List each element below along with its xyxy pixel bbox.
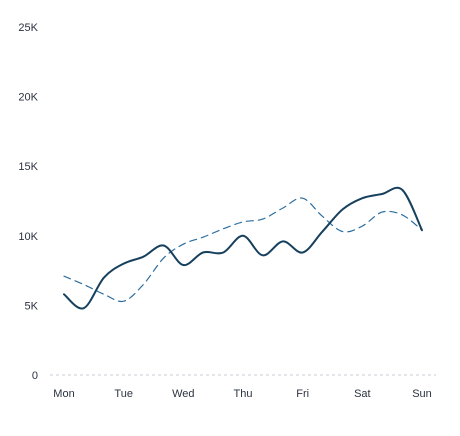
x-tick-label: Sat — [354, 388, 371, 400]
y-tick-label: 25K — [18, 22, 38, 34]
y-axis-ticks: 0 5K 10K 15K 20K 25K — [18, 22, 38, 382]
y-tick-label: 20K — [18, 92, 38, 104]
x-tick-label: Wed — [172, 388, 194, 400]
y-tick-label: 0 — [32, 370, 38, 382]
x-tick-label: Mon — [53, 388, 74, 400]
x-axis-ticks: Mon Tue Wed Thu Fri Sat Sun — [53, 388, 431, 400]
series-layer — [63, 186, 423, 310]
y-tick-label: 15K — [18, 161, 38, 173]
x-tick-label: Sun — [412, 388, 432, 400]
series-line-dashed — [63, 197, 423, 303]
y-tick-label: 10K — [18, 231, 38, 243]
y-tick-label: 5K — [25, 300, 39, 312]
series-line-solid — [63, 186, 423, 310]
x-tick-label: Fri — [296, 388, 309, 400]
x-tick-label: Thu — [234, 388, 253, 400]
x-tick-label: Tue — [114, 388, 133, 400]
